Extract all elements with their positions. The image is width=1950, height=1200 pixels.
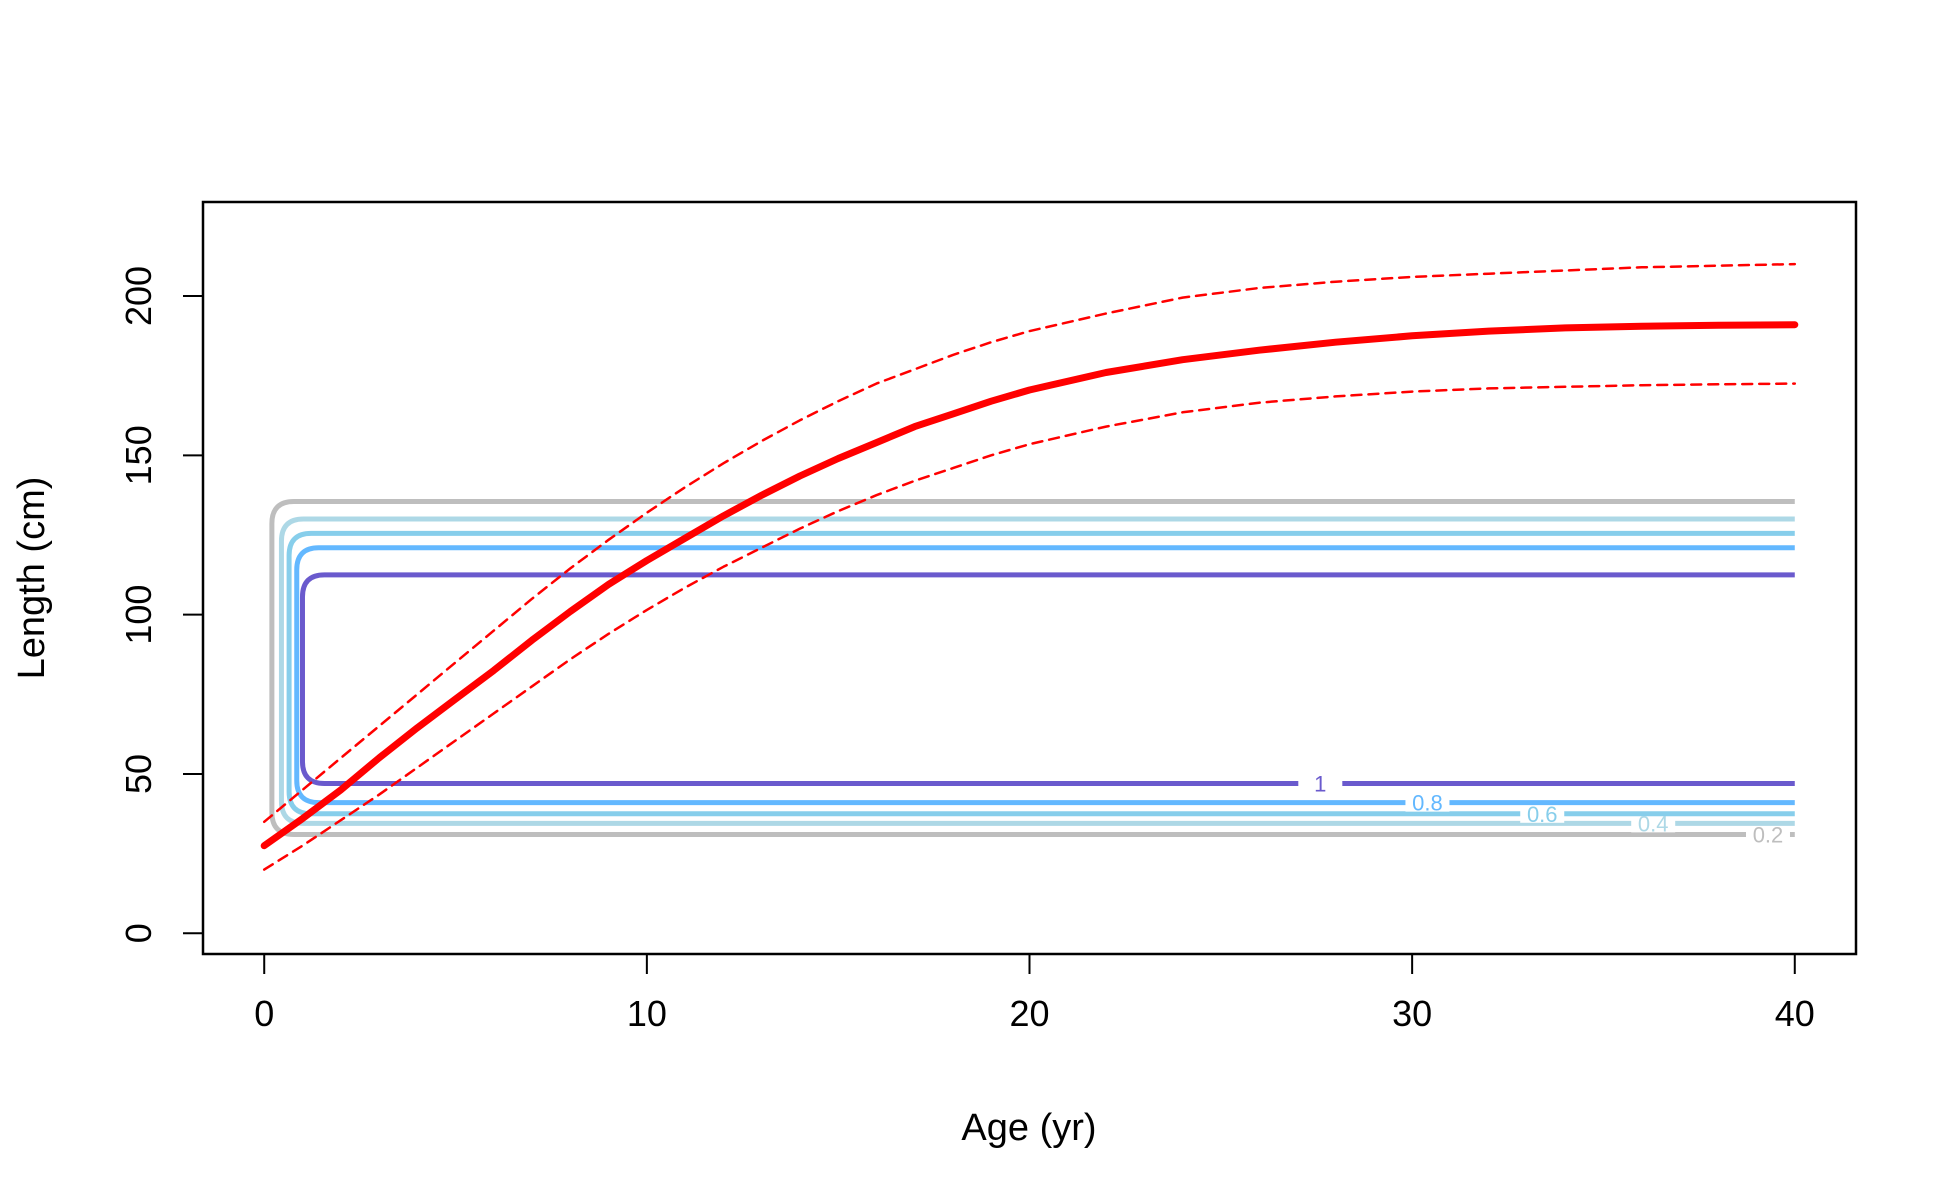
series-layer xyxy=(260,262,1799,871)
x-tick-label: 0 xyxy=(254,993,274,1034)
y-tick-label: 50 xyxy=(118,754,159,794)
contour-line-0.8 xyxy=(294,545,1795,806)
contour-label-gap xyxy=(1405,793,1450,812)
contour-label-gap xyxy=(1631,814,1676,833)
ci-line-1 xyxy=(262,262,1797,824)
y-tick-label: 200 xyxy=(118,266,159,326)
y-axis-title: Length (cm) xyxy=(11,477,53,680)
y-tick-label: 0 xyxy=(118,923,159,943)
x-tick-label: 30 xyxy=(1392,993,1432,1034)
contour-label-gap xyxy=(1520,804,1565,823)
x-tick-label: 10 xyxy=(627,993,667,1034)
contour-line-0.6 xyxy=(286,530,1795,817)
contour-line-1 xyxy=(299,572,1795,787)
contour-label: 0.8 xyxy=(1412,791,1443,816)
y-tick-label: 100 xyxy=(118,585,159,645)
contour-label: 0.6 xyxy=(1527,802,1558,827)
contour-label-gap xyxy=(1298,774,1343,793)
contour-layer: 0.20.40.60.81 xyxy=(269,499,1795,848)
contour-label: 0.2 xyxy=(1753,823,1784,848)
y-tick-label: 150 xyxy=(118,425,159,485)
axis-layer: 0 10 20 30 40 0 50 100 150 200 xyxy=(118,266,1815,1034)
x-tick-label: 20 xyxy=(1009,993,1049,1034)
plot-frame xyxy=(201,200,1858,956)
mean-growth-line xyxy=(260,321,1799,850)
contour-line-0.4 xyxy=(278,516,1795,826)
x-tick-label: 40 xyxy=(1775,993,1815,1034)
ci-line-2 xyxy=(262,382,1797,871)
x-axis-title: Age (yr) xyxy=(961,1107,1096,1149)
contour-label-gap xyxy=(1745,825,1790,844)
contour-label: 1 xyxy=(1314,772,1326,797)
